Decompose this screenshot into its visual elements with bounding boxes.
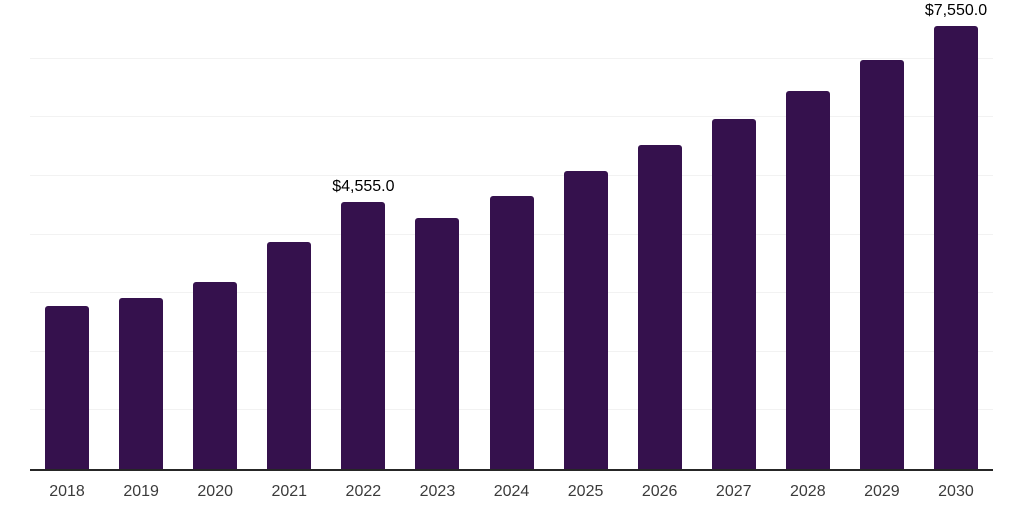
gridline: [30, 116, 993, 118]
x-tick-label: 2019: [123, 483, 159, 500]
bar: [341, 201, 386, 469]
gridline: [30, 174, 993, 176]
bar: [489, 196, 534, 469]
bar: [45, 306, 90, 469]
x-tick-label: 2021: [271, 483, 308, 500]
gridline: [30, 57, 993, 59]
x-tick-label: 2026: [641, 483, 678, 500]
x-tick-label: 2024: [493, 483, 530, 500]
x-tick-label: 2025: [567, 483, 604, 500]
x-tick-label: 2029: [864, 483, 900, 500]
bar: [637, 145, 682, 469]
x-tick-label: 2023: [419, 483, 456, 500]
bar-value-label: $4,555.0: [332, 177, 395, 195]
bar: [415, 217, 460, 469]
bar: [193, 282, 238, 469]
bar: [267, 241, 312, 469]
x-tick-label: 2030: [938, 483, 974, 500]
bar: [563, 170, 608, 469]
bar: [933, 26, 978, 469]
x-tick-label: 2018: [49, 483, 85, 500]
bar: [785, 90, 830, 469]
bar: [859, 59, 904, 469]
bar: [119, 297, 164, 469]
plot-area: $4,555.0 $7,550.0: [30, 0, 993, 471]
bar: [711, 118, 756, 469]
x-tick-label: 2022: [345, 483, 382, 500]
x-tick-label: 2028: [790, 483, 826, 500]
bar-value-label: $7,550.0: [924, 2, 988, 20]
x-tick-label: 2027: [715, 483, 752, 500]
x-tick-label: 2020: [197, 483, 233, 500]
